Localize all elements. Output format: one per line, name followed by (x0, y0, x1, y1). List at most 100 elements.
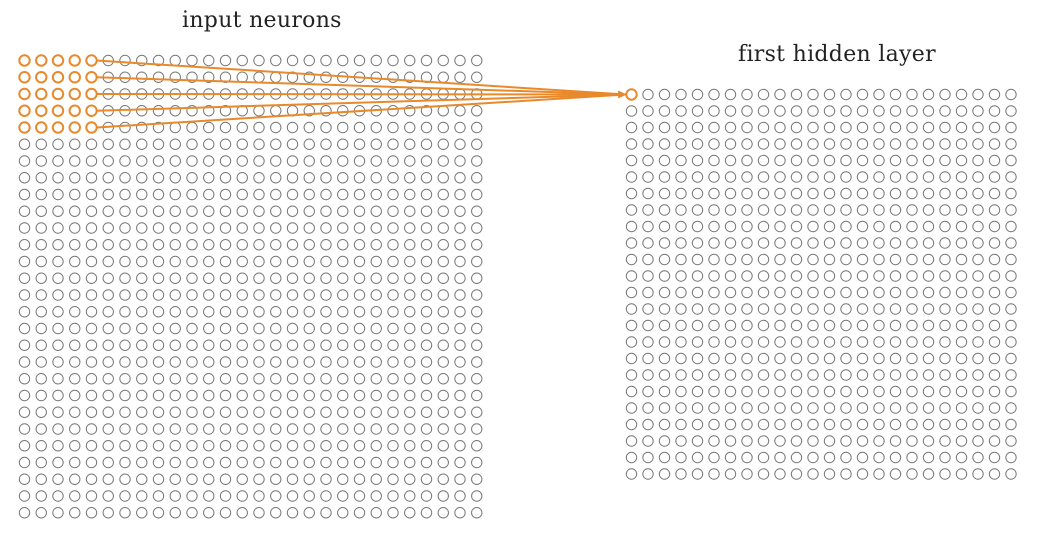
input-neuron (471, 389, 483, 402)
input-neuron (35, 473, 47, 485)
hidden-neuron (625, 303, 638, 315)
hidden-neuron (658, 286, 671, 299)
hidden-neuron (972, 121, 984, 134)
input-neuron (337, 389, 349, 402)
hidden-neuron (955, 154, 968, 167)
hidden-neuron (724, 352, 737, 365)
input-neuron (52, 373, 64, 385)
input-neuron (119, 339, 131, 351)
input-neuron (320, 172, 332, 184)
input-neuron (370, 239, 382, 251)
hidden-neuron (790, 286, 803, 299)
input-neuron (152, 172, 165, 184)
input-neuron (119, 121, 131, 134)
input-neuron (387, 71, 399, 83)
hidden-neuron (988, 385, 1001, 398)
input-neuron (286, 172, 299, 184)
input-neuron (85, 423, 98, 435)
receptive-field-neuron (85, 71, 98, 84)
input-neuron (437, 188, 449, 201)
input-neuron (286, 389, 299, 402)
hidden-neuron (790, 88, 803, 101)
input-neuron (219, 423, 232, 435)
hidden-neuron (625, 336, 638, 348)
input-neuron (203, 373, 215, 385)
input-neuron (69, 222, 81, 234)
hidden-neuron (889, 237, 902, 249)
input-neuron (454, 188, 466, 201)
input-neuron (253, 339, 265, 351)
input-neuron (270, 272, 282, 284)
input-neuron (152, 205, 165, 217)
input-neuron (136, 172, 148, 184)
input-neuron (236, 490, 248, 502)
input-neuron (303, 255, 315, 268)
hidden-neuron (691, 187, 704, 200)
input-neuron (69, 440, 81, 452)
input-neuron (337, 356, 349, 368)
input-neuron (35, 272, 47, 284)
input-neuron (136, 423, 148, 435)
hidden-neuron (906, 352, 918, 365)
hidden-neuron (691, 369, 704, 381)
hidden-neuron (807, 171, 819, 183)
input-neuron (186, 54, 198, 67)
input-neuron (69, 255, 81, 268)
input-neuron (270, 339, 282, 351)
hidden-neuron (873, 418, 885, 431)
hidden-neuron (708, 402, 720, 414)
input-neuron (270, 222, 282, 234)
input-neuron (219, 322, 232, 335)
input-neuron (454, 423, 466, 435)
hidden-neuron (691, 154, 704, 167)
hidden-neuron (1005, 385, 1017, 398)
input-neuron (102, 272, 114, 284)
hidden-neuron (840, 336, 852, 348)
input-neuron (219, 239, 232, 251)
hidden-neuron (972, 451, 984, 464)
input-neuron (370, 423, 382, 435)
hidden-neuron (988, 253, 1001, 266)
hidden-neuron (972, 220, 984, 233)
hidden-neuron (675, 418, 687, 431)
input-neuron (203, 239, 215, 251)
input-neuron (454, 54, 466, 67)
input-neuron (52, 222, 64, 234)
hidden-neuron (625, 121, 638, 134)
hidden-neuron (658, 220, 671, 233)
hidden-neuron (675, 105, 687, 117)
hidden-neuron (906, 88, 918, 101)
input-neuron (52, 507, 64, 519)
hidden-neuron (774, 402, 786, 414)
hidden-neuron (774, 451, 786, 464)
input-neuron (236, 272, 248, 284)
input-neuron (119, 155, 131, 167)
hidden-neuron (873, 220, 885, 233)
hidden-neuron (790, 220, 803, 233)
hidden-neuron (840, 270, 852, 282)
input-neuron (136, 322, 148, 335)
receptive-field-neuron (85, 54, 98, 67)
hidden-neuron (675, 121, 687, 134)
hidden-neuron (939, 451, 951, 464)
input-neuron (404, 339, 416, 351)
input-neuron (18, 373, 31, 385)
input-neuron (320, 105, 332, 117)
input-neuron (186, 423, 198, 435)
hidden-neuron (774, 121, 786, 134)
input-neuron (387, 289, 399, 301)
hidden-neuron (856, 303, 869, 315)
input-neuron (387, 306, 399, 318)
hidden-neuron (741, 204, 753, 216)
hidden-neuron (642, 187, 654, 200)
input-neuron (353, 490, 366, 502)
input-neuron (471, 339, 483, 351)
input-neuron (270, 155, 282, 167)
hidden-neuron (790, 121, 803, 134)
input-neuron (286, 155, 299, 167)
hidden-neuron (988, 121, 1001, 134)
input-neuron (52, 322, 64, 335)
hidden-neuron (873, 253, 885, 266)
hidden-neuron (939, 385, 951, 398)
hidden-neuron (889, 369, 902, 381)
